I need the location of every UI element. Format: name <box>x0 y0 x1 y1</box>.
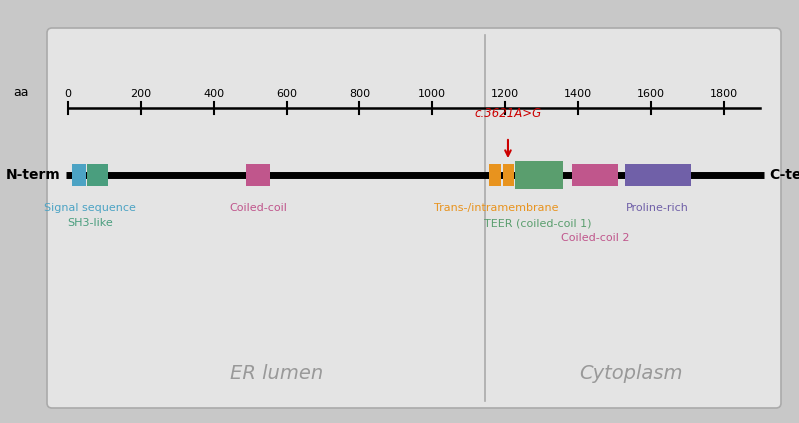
Text: 200: 200 <box>130 89 151 99</box>
Text: 600: 600 <box>276 89 297 99</box>
Text: TEER (coiled-coil 1): TEER (coiled-coil 1) <box>484 218 591 228</box>
Text: Cytoplasm: Cytoplasm <box>578 363 682 382</box>
Text: Trans-/intramembrane: Trans-/intramembrane <box>434 203 559 213</box>
Bar <box>515 161 562 189</box>
Bar <box>87 164 108 186</box>
Text: N-term: N-term <box>6 168 60 182</box>
Text: 1400: 1400 <box>564 89 592 99</box>
Text: 0: 0 <box>65 89 71 99</box>
Bar <box>626 164 691 186</box>
Bar <box>489 164 502 186</box>
Text: Proline-rich: Proline-rich <box>626 203 689 213</box>
Text: Coiled-coil 2: Coiled-coil 2 <box>561 233 630 243</box>
Text: Coiled-coil: Coiled-coil <box>229 203 288 213</box>
Bar <box>246 164 270 186</box>
FancyBboxPatch shape <box>47 28 781 408</box>
Text: 1000: 1000 <box>418 89 446 99</box>
Bar <box>572 164 618 186</box>
Bar <box>503 164 515 186</box>
Text: 1600: 1600 <box>637 89 665 99</box>
Text: Signal sequence: Signal sequence <box>44 203 136 213</box>
Text: 1800: 1800 <box>710 89 737 99</box>
Text: 800: 800 <box>349 89 370 99</box>
Text: C-term: C-term <box>769 168 799 182</box>
Text: c.3621A>G: c.3621A>G <box>475 107 542 120</box>
Text: aa: aa <box>13 86 29 99</box>
Text: 400: 400 <box>203 89 225 99</box>
Text: SH3-like: SH3-like <box>67 218 113 228</box>
Text: ER lumen: ER lumen <box>230 363 323 382</box>
Bar <box>72 164 86 186</box>
Text: 1200: 1200 <box>491 89 519 99</box>
